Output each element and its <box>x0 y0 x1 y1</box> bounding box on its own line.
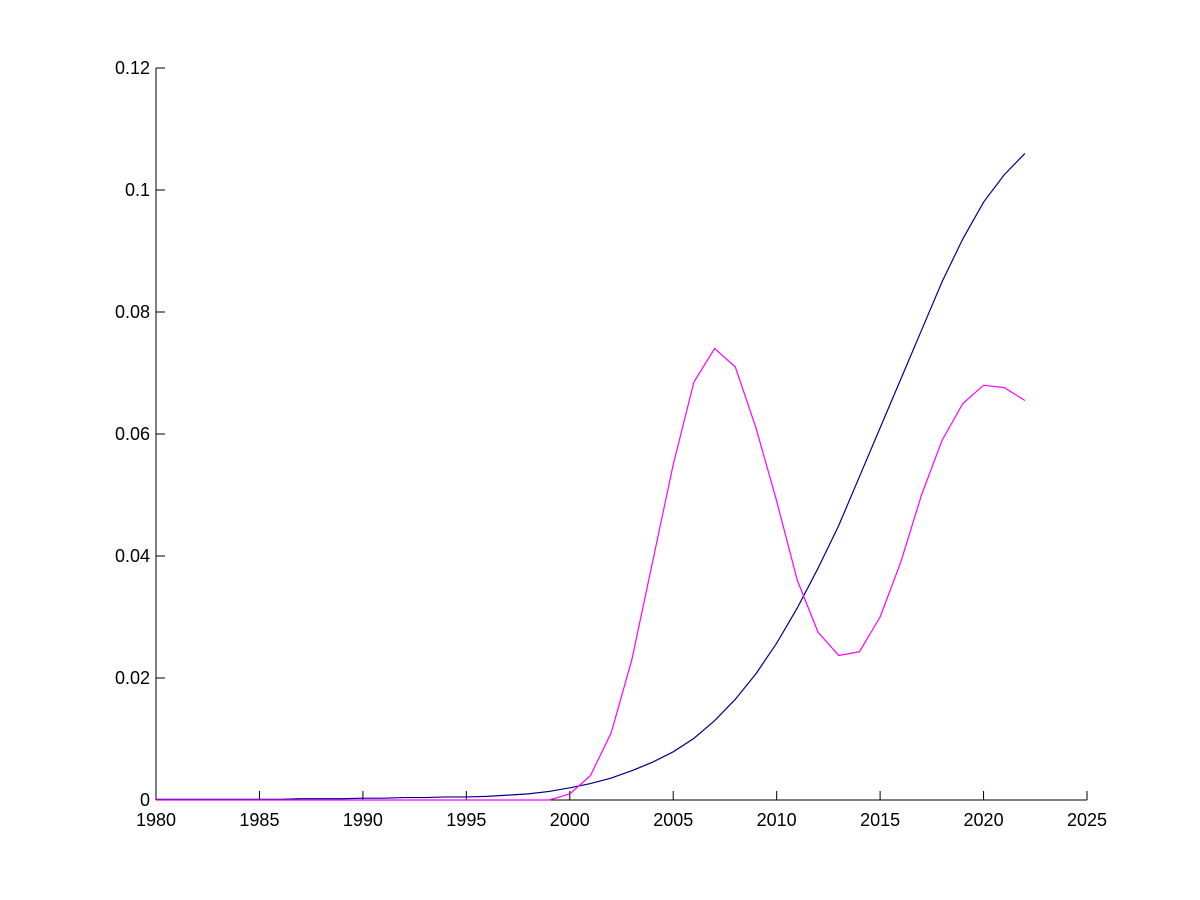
x-tick-label: 2010 <box>757 810 797 830</box>
x-tick-label: 1990 <box>343 810 383 830</box>
x-tick-label: 1995 <box>446 810 486 830</box>
x-tick-label: 2020 <box>964 810 1004 830</box>
y-tick-label: 0.06 <box>115 424 150 444</box>
y-tick-label: 0.04 <box>115 546 150 566</box>
x-tick-label: 1985 <box>239 810 279 830</box>
series-line <box>156 152 1026 800</box>
x-tick-label: 2000 <box>550 810 590 830</box>
y-tick-label: 0 <box>140 790 150 810</box>
x-tick-label: 1980 <box>136 810 176 830</box>
y-tick-label: 0.12 <box>115 58 150 78</box>
y-tick-label: 0.02 <box>115 668 150 688</box>
x-tick-label: 2025 <box>1067 810 1107 830</box>
y-tick-label: 0.1 <box>125 180 150 200</box>
x-tick-label: 2005 <box>653 810 693 830</box>
series-line <box>156 347 1026 801</box>
y-tick-label: 0.08 <box>115 302 150 322</box>
x-tick-label: 2015 <box>860 810 900 830</box>
